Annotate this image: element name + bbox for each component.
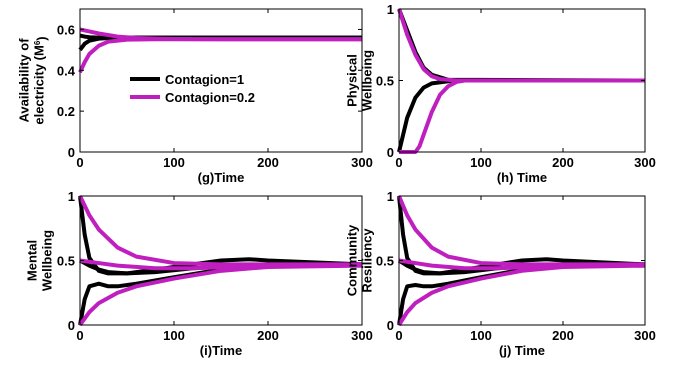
legend-label: Contagion=0.2 <box>165 90 255 105</box>
y-tick-label: 0.5 <box>376 74 394 89</box>
series-line-2-3 <box>399 78 645 154</box>
x-axis-label: (j) Time <box>499 343 545 358</box>
x-tick-label: 100 <box>470 328 492 343</box>
y-axis-label-line: ) <box>34 36 49 40</box>
y-tick-label: 0.6 <box>57 22 75 37</box>
y-tick-label: 0 <box>387 145 394 160</box>
x-tick-label: 100 <box>163 328 185 343</box>
y-axis-label-line: Community <box>345 224 360 296</box>
y-tick-label: 0.5 <box>376 254 394 269</box>
series-line-2-1 <box>397 78 645 153</box>
x-tick-label: 300 <box>351 155 373 170</box>
panel-3: 0 100 200 300 0 0.5 1 (i)Time MentalWellbeing <box>25 189 373 358</box>
y-axis-label: Availability ofelectricity (M6) <box>17 36 49 124</box>
x-tick-label: 300 <box>351 328 373 343</box>
series-line-3-2 <box>78 195 363 276</box>
x-tick-label: 200 <box>552 155 574 170</box>
y-axis-label-line: Mental <box>25 240 40 281</box>
y-axis-label: PhysicalWellbeing <box>345 50 375 111</box>
x-tick-label: 0 <box>76 328 83 343</box>
x-tick-label: 200 <box>552 328 574 343</box>
y-axis-label: CommunityResiliency <box>345 224 375 296</box>
y-tick-label: 0.5 <box>57 254 75 269</box>
series-line-4-6 <box>398 258 646 271</box>
axes-box <box>79 8 363 153</box>
y-tick-label: 1 <box>387 2 394 17</box>
x-tick-label: 300 <box>634 155 656 170</box>
panel-2: 0 100 200 300 0 0.5 1 (h) Time PhysicalWellbeing <box>345 2 656 185</box>
y-axis-label-line: Physical <box>345 54 360 107</box>
x-tick-label: 200 <box>257 155 279 170</box>
x-tick-label: 100 <box>163 155 185 170</box>
series-line-3-6 <box>79 258 363 271</box>
series-line-4-5 <box>397 195 645 267</box>
series-line-1-4 <box>78 37 362 74</box>
x-tick-label: 0 <box>395 328 402 343</box>
x-tick-label: 100 <box>470 155 492 170</box>
series-line-2-2 <box>397 8 646 83</box>
x-axis-label: (i)Time <box>200 343 242 358</box>
y-tick-label: 0 <box>387 318 394 333</box>
y-tick-label: 0.2 <box>57 104 75 119</box>
legend-label: Contagion=1 <box>165 72 244 87</box>
x-axis-label: (g)Time <box>198 170 245 185</box>
y-axis-label-line: Wellbeing <box>40 230 55 291</box>
y-axis-label-line: electricity (M <box>32 45 47 124</box>
y-axis-label-line: Wellbeing <box>360 50 375 111</box>
panel-1: 0 100 200 300 0 0.2 0.4 0.6 (g)Time Availability … <box>17 8 373 185</box>
y-tick-label: 0 <box>68 318 75 333</box>
panel-4: 0 100 200 300 0 0.5 1 (j) Time CommunityResilien… <box>345 189 656 358</box>
y-axis-label-superscript: 6 <box>33 40 42 45</box>
series-line-3-5 <box>78 195 362 267</box>
x-tick-label: 200 <box>257 328 279 343</box>
series-line-4-2 <box>397 195 646 276</box>
legend: Contagion=1 Contagion=0.2 <box>130 72 255 105</box>
y-tick-label: 0.4 <box>57 63 76 78</box>
x-axis-label: (h) Time <box>497 170 547 185</box>
y-axis-label-line: Resiliency <box>360 228 375 293</box>
y-axis-label: MentalWellbeing <box>25 230 55 291</box>
x-tick-label: 0 <box>395 155 402 170</box>
y-tick-label: 1 <box>387 189 394 204</box>
y-tick-label: 1 <box>68 189 75 204</box>
series-line-3-4 <box>78 263 363 327</box>
x-tick-label: 0 <box>76 155 83 170</box>
y-tick-label: 0 <box>68 145 75 160</box>
series-line-2-4 <box>397 8 645 83</box>
x-tick-label: 300 <box>634 328 656 343</box>
series-line-4-4 <box>397 263 646 327</box>
y-axis-label-line: Availability of <box>17 38 32 123</box>
